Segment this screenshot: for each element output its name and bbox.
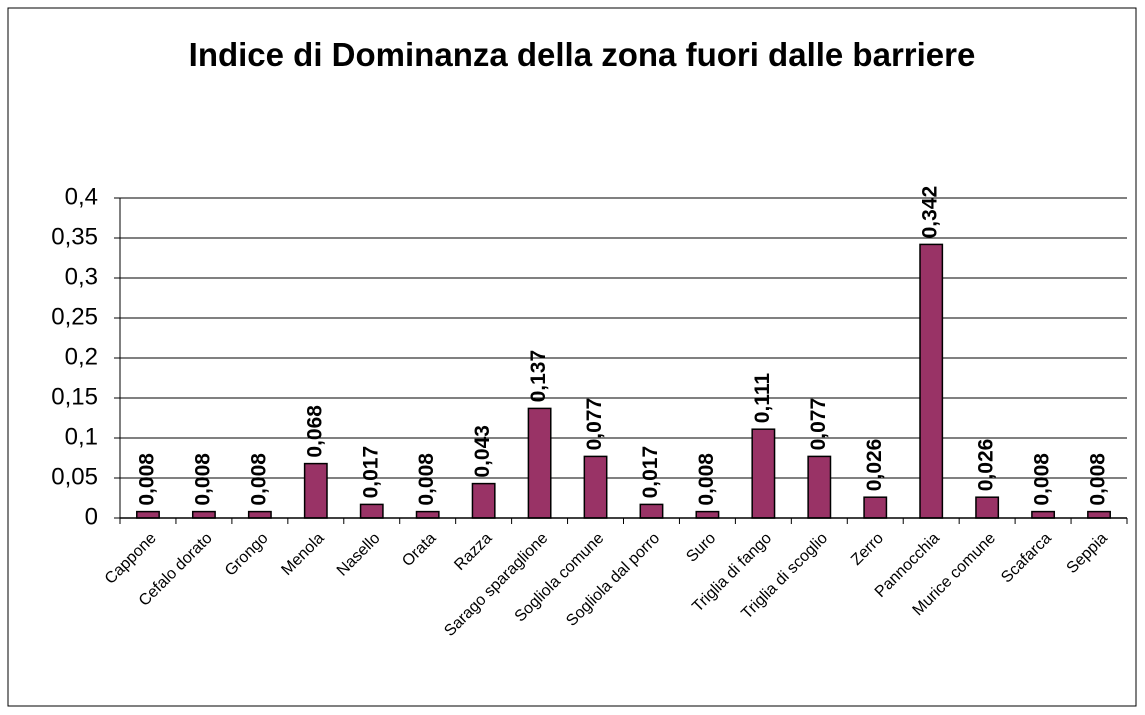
bar (919, 243, 944, 519)
y-tick-label: 0,35 (51, 223, 98, 250)
bar (359, 503, 384, 519)
bar (303, 462, 328, 519)
value-label: 0,017 (639, 446, 662, 499)
bar (415, 510, 440, 519)
value-label: 0,017 (359, 446, 382, 499)
value-label: 0,008 (695, 453, 718, 506)
y-tick-label: 0,3 (65, 263, 98, 290)
y-tick-label: 0,05 (51, 463, 98, 490)
value-label: 0,137 (527, 350, 550, 403)
value-label: 0,008 (191, 453, 214, 506)
bar (471, 482, 496, 519)
value-label: 0,111 (751, 373, 774, 424)
value-label: 0,008 (136, 453, 159, 506)
bar (751, 428, 776, 519)
value-label: 0,077 (807, 398, 830, 451)
chart-title: Indice di Dominanza della zona fuori dal… (188, 36, 976, 73)
y-tick-label: 0,4 (65, 183, 98, 210)
value-label: 0,008 (1031, 453, 1054, 506)
bar (247, 510, 272, 519)
bar (527, 407, 552, 519)
value-label: 0,077 (583, 398, 606, 451)
value-label: 0,008 (1087, 453, 1110, 506)
y-tick-label: 0,25 (51, 303, 98, 330)
bar (191, 510, 216, 519)
value-label: 0,043 (471, 425, 494, 478)
bar (975, 496, 1000, 519)
bar (136, 510, 160, 519)
value-label: 0,026 (863, 439, 886, 492)
bar (1031, 510, 1056, 519)
value-label: 0,342 (919, 186, 942, 239)
y-tick-label: 0,15 (51, 383, 98, 410)
y-tick-label: 0,1 (65, 423, 98, 450)
bar (583, 455, 608, 519)
y-tick-label: 0 (85, 503, 98, 530)
value-label: 0,008 (415, 453, 438, 506)
bar (639, 503, 664, 519)
value-label: 0,068 (303, 405, 326, 458)
value-label: 0,026 (975, 439, 998, 492)
bar (1087, 510, 1111, 519)
bar (695, 510, 720, 519)
value-label: 0,008 (247, 453, 270, 506)
y-tick-label: 0,2 (65, 343, 98, 370)
chart-border (7, 7, 1137, 707)
bar (863, 496, 888, 519)
bar (807, 455, 832, 519)
